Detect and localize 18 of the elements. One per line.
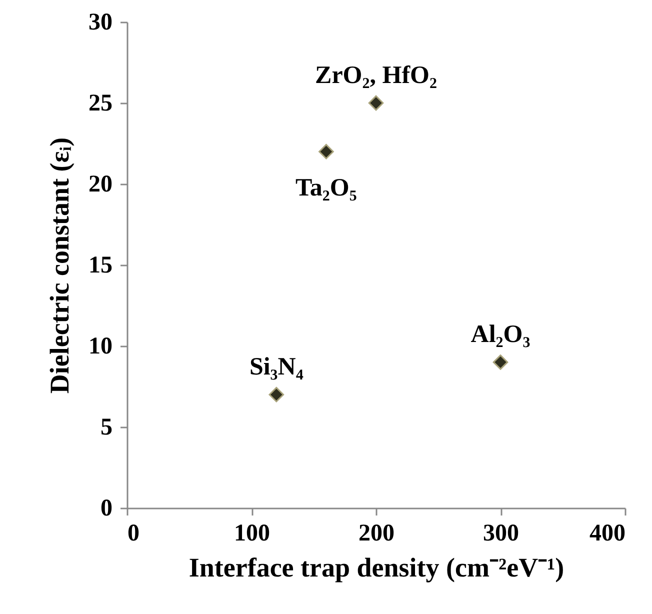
y-tick-label: 15: [88, 252, 112, 278]
annotation: Si₃N₄: [249, 354, 304, 381]
annotation: Al₂O₃: [470, 321, 530, 348]
annotation: ZrO₂, HfO₂: [315, 62, 437, 89]
y-tick-label: 5: [100, 414, 112, 440]
x-tick-label: 300: [483, 520, 519, 546]
y-tick-label: 0: [100, 496, 112, 522]
x-tick-label: 100: [234, 520, 270, 546]
x-tick-label: 200: [358, 520, 394, 546]
y-tick-label: 10: [88, 334, 112, 360]
annotation: Ta₂O₅: [296, 174, 357, 202]
y-tick-label: 30: [88, 10, 112, 36]
x-axis-title: Interface trap density (cm⁻²eV⁻¹): [188, 552, 564, 582]
y-tick-label: 25: [88, 90, 112, 116]
y-axis-title: Dielectric constant (εᵢ): [44, 137, 74, 394]
x-tick-label: 400: [590, 520, 626, 546]
x-tick-label: 0: [128, 520, 140, 546]
y-tick-label: 20: [88, 172, 112, 198]
